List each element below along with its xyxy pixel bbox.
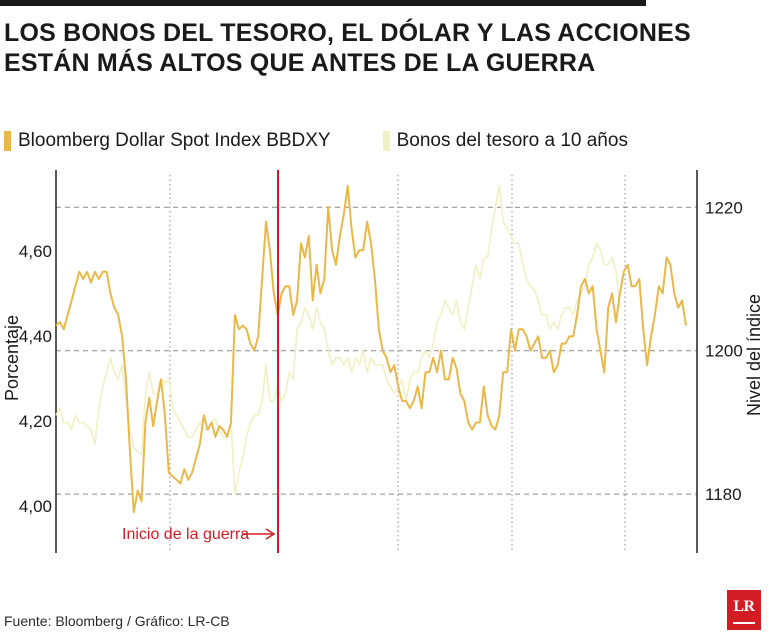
source-note: Fuente: Bloomberg / Gráfico: LR-CB <box>4 613 230 629</box>
series-line-dollar <box>55 184 687 514</box>
legend-swatch-dollar <box>4 131 11 151</box>
chart-title: LOS BONOS DEL TESORO, EL DÓLAR Y LAS ACC… <box>4 19 691 77</box>
lr-logo: LR <box>727 590 761 630</box>
y-left-tick-label-2: 4,40 <box>19 327 52 346</box>
war-start-arrow-head <box>265 528 276 540</box>
y-left-tick-label-0: 4,00 <box>19 497 52 516</box>
y-left-tick-label-3: 4,60 <box>19 242 52 261</box>
legend-label-bonds: Bonos del tesoro a 10 años <box>396 130 628 151</box>
y-right-tick-label-2: 1220 <box>705 198 743 217</box>
series-line-bonds <box>55 184 621 496</box>
legend-swatch-bonds <box>382 131 390 151</box>
legend: Bloomberg Dollar Spot Index BBDXY Bonos … <box>4 130 680 152</box>
legend-item-bonds: Bonos del tesoro a 10 años <box>382 130 628 152</box>
y-axis-left-title: Porcentaje <box>2 315 22 401</box>
y-axis-right-title: Nivel del índice <box>744 294 764 416</box>
lr-logo-text: LR <box>733 598 755 615</box>
y-left-tick-label-1: 4,20 <box>19 412 52 431</box>
war-start-label: Inicio de la guerra <box>122 526 249 543</box>
legend-label-dollar: Bloomberg Dollar Spot Index BBDXY <box>18 130 331 151</box>
legend-item-dollar: Bloomberg Dollar Spot Index BBDXY <box>4 130 331 152</box>
line-chart: Inicio de la guerra 4,00 4,20 4,40 4,60 1180 1… <box>2 170 764 553</box>
top-rule <box>0 0 646 6</box>
y-right-tick-label-1: 1200 <box>705 342 743 361</box>
y-right-tick-label-0: 1180 <box>705 485 742 504</box>
